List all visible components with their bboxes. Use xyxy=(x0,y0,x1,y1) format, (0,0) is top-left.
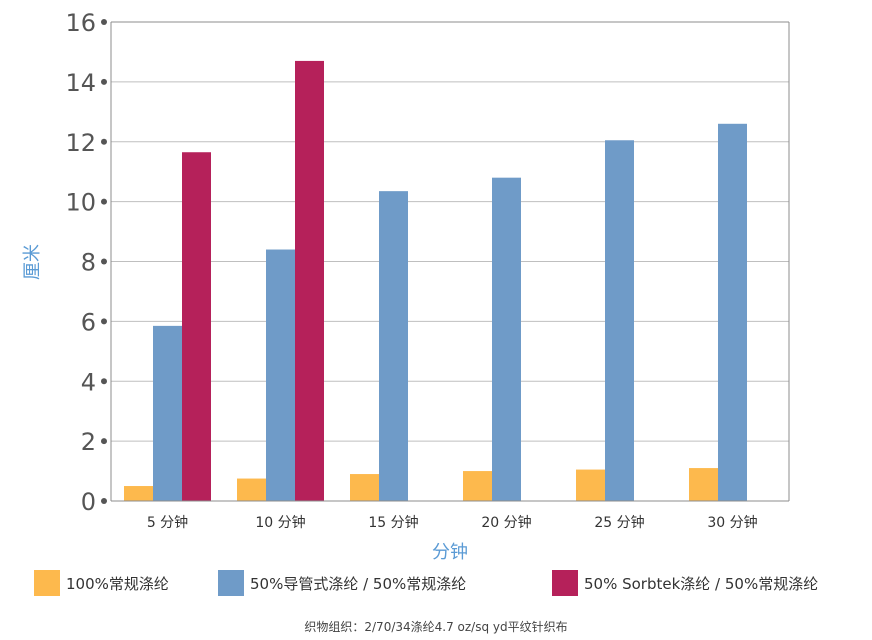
legend-swatch xyxy=(218,570,244,596)
bar xyxy=(605,140,634,502)
bar xyxy=(492,177,521,502)
bar xyxy=(718,123,747,501)
bar xyxy=(124,486,153,501)
x-tick-labels: 5 分钟 10 分钟 15 分钟 20 分钟 25 分钟 30 分钟 xyxy=(147,514,758,531)
bar xyxy=(295,60,324,501)
bar xyxy=(350,474,379,501)
y-tick-mark xyxy=(101,498,107,504)
y-tick-mark xyxy=(101,438,107,445)
y-tick-mark xyxy=(101,78,107,85)
bar xyxy=(237,478,266,501)
bar xyxy=(576,469,605,501)
legend: 100%常规涤纶 50%导管式涤纶 / 50%常规涤纶 50% Sorbtek涤纶 … xyxy=(34,570,818,596)
legend-label: 100%常规涤纶 xyxy=(66,575,169,593)
y-tick-label: 4 xyxy=(81,368,96,396)
legend-swatch xyxy=(552,570,578,596)
y-tick-label: 6 xyxy=(81,308,96,336)
x-tick-label: 15 分钟 xyxy=(368,514,418,531)
y-tick-label: 2 xyxy=(81,428,96,456)
y-tick-mark xyxy=(101,378,107,385)
y-tick-label: 16 xyxy=(65,9,96,37)
x-axis-title: 分钟 xyxy=(432,542,468,563)
bar xyxy=(463,471,492,501)
legend-label: 50%导管式涤纶 / 50%常规涤纶 xyxy=(250,575,466,593)
bar xyxy=(266,249,295,501)
y-tick-mark xyxy=(101,258,107,265)
bar xyxy=(379,191,408,501)
chart-footnote: 织物组织：2/70/34涤纶4.7 oz/sq yd平纹针织布 xyxy=(304,619,567,634)
legend-swatch xyxy=(34,570,60,596)
y-tick-mark xyxy=(101,19,107,25)
bar-group xyxy=(124,60,747,502)
bar xyxy=(153,325,182,501)
y-tick-mark xyxy=(101,198,107,205)
x-tick-label: 10 分钟 xyxy=(255,514,305,531)
y-tick-label: 10 xyxy=(65,189,96,217)
axes xyxy=(110,21,790,502)
x-tick-label: 20 分钟 xyxy=(481,514,531,531)
y-tick-label: 12 xyxy=(65,129,96,157)
y-tick-labels: 0 2 4 6 8 10 12 14 16 xyxy=(65,9,107,516)
x-tick-label: 5 分钟 xyxy=(147,514,188,531)
y-tick-label: 0 xyxy=(81,488,96,516)
bar xyxy=(689,468,718,501)
legend-label: 50% Sorbtek涤纶 / 50%常规涤纶 xyxy=(584,575,818,593)
y-tick-mark xyxy=(101,318,107,325)
y-tick-mark xyxy=(101,138,107,145)
y-tick-label: 8 xyxy=(81,249,96,277)
x-tick-label: 25 分钟 xyxy=(594,514,644,531)
y-axis-title: 厘米 xyxy=(22,244,43,280)
x-tick-label: 30 分钟 xyxy=(707,514,757,531)
bar xyxy=(182,152,211,501)
gridlines xyxy=(111,21,789,442)
y-tick-label: 14 xyxy=(65,69,96,97)
